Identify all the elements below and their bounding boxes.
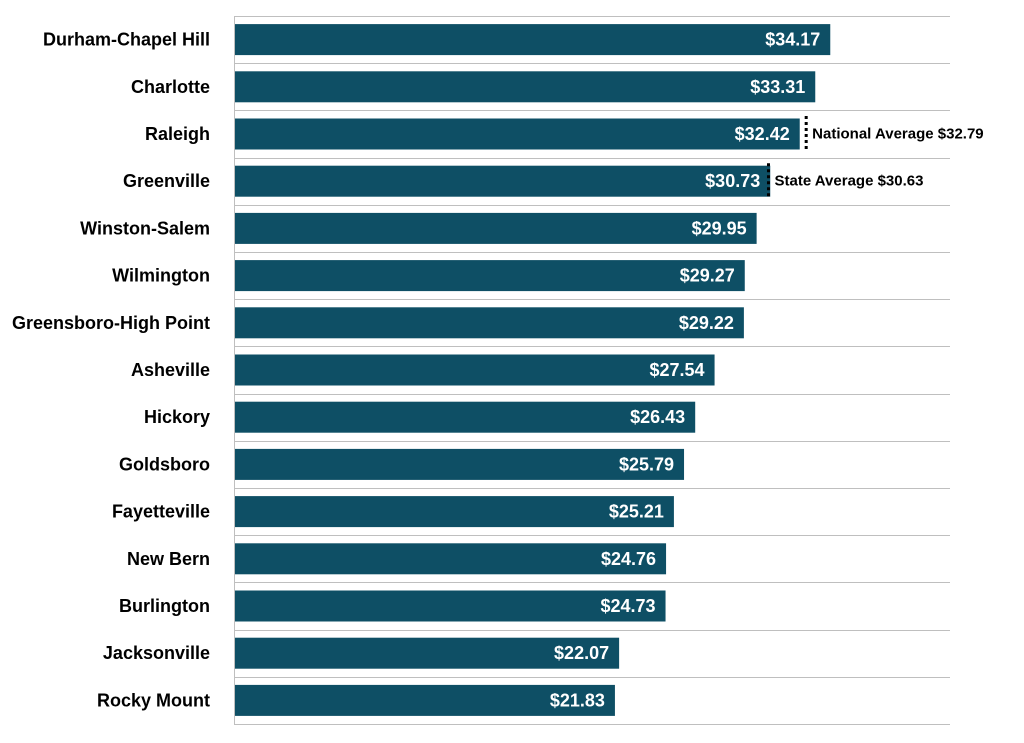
category-label: Fayetteville	[112, 502, 210, 522]
category-label: Rocky Mount	[97, 690, 210, 710]
category-label: Goldsboro	[119, 454, 210, 474]
value-label: $22.07	[554, 643, 609, 663]
value-label: $27.54	[650, 360, 705, 380]
bar	[235, 401, 696, 433]
value-label: $26.43	[630, 407, 685, 427]
value-label: $25.79	[619, 454, 674, 474]
bar	[235, 165, 771, 197]
value-label: $32.42	[735, 124, 790, 144]
value-label: $29.95	[692, 218, 747, 238]
bar	[235, 71, 816, 103]
value-label: $24.76	[601, 549, 656, 569]
bar	[235, 307, 744, 339]
value-label: $25.21	[609, 502, 664, 522]
value-label: $29.27	[680, 266, 735, 286]
value-label: $34.17	[765, 30, 820, 50]
category-label: Asheville	[131, 360, 210, 380]
bar	[235, 637, 620, 669]
category-label: Wilmington	[112, 266, 210, 286]
category-label: Burlington	[119, 596, 210, 616]
value-label: $21.83	[550, 690, 605, 710]
bar	[235, 24, 831, 56]
value-label: $33.31	[750, 77, 805, 97]
category-label: Jacksonville	[103, 643, 210, 663]
value-label: $29.22	[679, 313, 734, 333]
category-label: Hickory	[144, 407, 210, 427]
category-label: New Bern	[127, 549, 210, 569]
bar	[235, 354, 715, 386]
bar	[235, 448, 685, 480]
bar	[235, 590, 666, 622]
value-label: $30.73	[705, 171, 760, 191]
reference-label: State Average $30.63	[774, 173, 923, 190]
bar	[235, 212, 757, 244]
category-label: Raleigh	[145, 124, 210, 144]
bar	[235, 496, 674, 528]
value-label: $24.73	[600, 596, 655, 616]
bar	[235, 684, 615, 716]
category-label: Greensboro-High Point	[12, 313, 210, 333]
category-label: Greenville	[123, 171, 210, 191]
category-label: Winston-Salem	[80, 218, 210, 238]
reference-label: National Average $32.79	[812, 126, 983, 143]
bar	[235, 118, 800, 150]
bar	[235, 543, 667, 575]
bar	[235, 260, 745, 292]
category-label: Durham-Chapel Hill	[43, 30, 210, 50]
category-label: Charlotte	[131, 77, 210, 97]
